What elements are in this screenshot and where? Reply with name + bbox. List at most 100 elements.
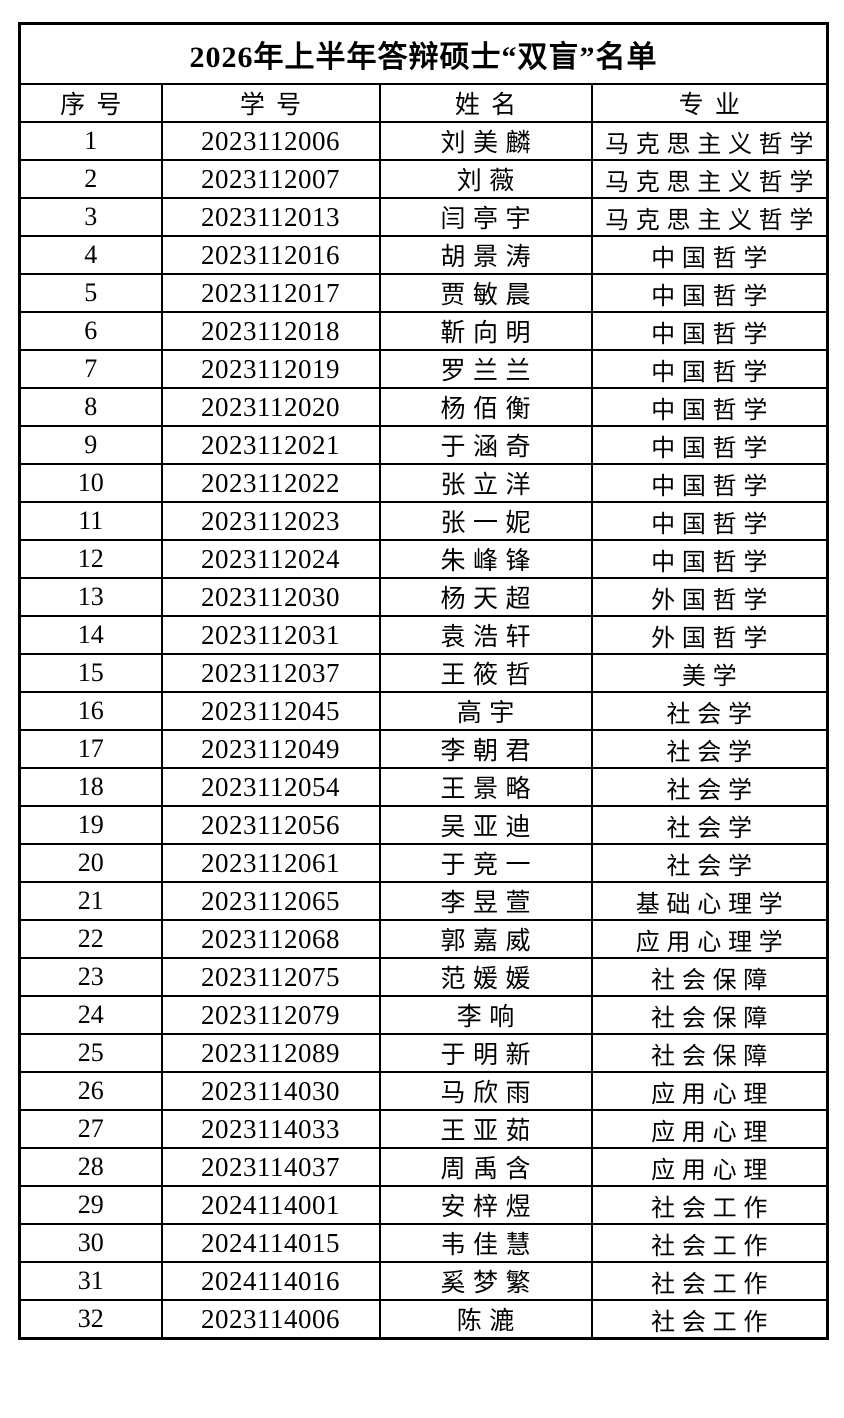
cell-name: 闫亭宇	[378, 197, 593, 237]
table-row: 15 2023112037 王筱哲 美学	[18, 653, 829, 693]
cell-student-id: 2023112020	[160, 387, 381, 427]
cell-major: 中国哲学	[590, 349, 829, 389]
cell-no: 25	[18, 1033, 163, 1073]
cell-major: 中国哲学	[590, 539, 829, 579]
cell-major: 社会保障	[590, 957, 829, 997]
cell-student-id: 2023112045	[160, 691, 381, 731]
table-row: 18 2023112054 王景略 社会学	[18, 767, 829, 807]
cell-no: 23	[18, 957, 163, 997]
table-row: 13 2023112030 杨天超 外国哲学	[18, 577, 829, 617]
cell-student-id: 2023112018	[160, 311, 381, 351]
cell-student-id: 2023112016	[160, 235, 381, 275]
cell-major: 马克思主义哲学	[590, 197, 829, 237]
cell-student-id: 2023114030	[160, 1071, 381, 1111]
cell-no: 1	[18, 121, 163, 161]
cell-name: 罗兰兰	[378, 349, 593, 389]
cell-student-id: 2023112049	[160, 729, 381, 769]
cell-no: 11	[18, 501, 163, 541]
cell-name: 胡景涛	[378, 235, 593, 275]
cell-name: 李响	[378, 995, 593, 1035]
cell-name: 朱峰锋	[378, 539, 593, 579]
cell-no: 18	[18, 767, 163, 807]
column-header-major: 专业	[590, 83, 829, 123]
cell-name: 于竞一	[378, 843, 593, 883]
cell-no: 8	[18, 387, 163, 427]
table-row: 5 2023112017 贾敏晨 中国哲学	[18, 273, 829, 313]
table-row: 9 2023112021 于涵奇 中国哲学	[18, 425, 829, 465]
cell-name: 王景略	[378, 767, 593, 807]
cell-student-id: 2023112075	[160, 957, 381, 997]
table-row: 3 2023112013 闫亭宇 马克思主义哲学	[18, 197, 829, 237]
cell-major: 美学	[590, 653, 829, 693]
table-row: 6 2023112018 靳向明 中国哲学	[18, 311, 829, 351]
cell-student-id: 2023112037	[160, 653, 381, 693]
cell-no: 30	[18, 1223, 163, 1263]
cell-no: 31	[18, 1261, 163, 1301]
cell-no: 5	[18, 273, 163, 313]
page-title: 2026年上半年答辩硕士“双盲”名单	[18, 22, 829, 85]
table-row: 23 2023112075 范媛媛 社会保障	[18, 957, 829, 997]
table-row: 10 2023112022 张立洋 中国哲学	[18, 463, 829, 503]
cell-name: 吴亚迪	[378, 805, 593, 845]
cell-no: 22	[18, 919, 163, 959]
cell-no: 32	[18, 1299, 163, 1340]
cell-major: 社会工作	[590, 1261, 829, 1301]
title-row: 2026年上半年答辩硕士“双盲”名单	[18, 22, 829, 85]
cell-student-id: 2023112079	[160, 995, 381, 1035]
cell-major: 社会学	[590, 843, 829, 883]
cell-student-id: 2023112006	[160, 121, 381, 161]
cell-no: 10	[18, 463, 163, 503]
cell-student-id: 2023112068	[160, 919, 381, 959]
cell-no: 13	[18, 577, 163, 617]
cell-no: 4	[18, 235, 163, 275]
table-row: 16 2023112045 高宇 社会学	[18, 691, 829, 731]
cell-major: 社会学	[590, 767, 829, 807]
cell-student-id: 2024114015	[160, 1223, 381, 1263]
cell-no: 29	[18, 1185, 163, 1225]
cell-student-id: 2023112031	[160, 615, 381, 655]
cell-name: 安梓煜	[378, 1185, 593, 1225]
cell-name: 王亚茹	[378, 1109, 593, 1149]
cell-name: 周禹含	[378, 1147, 593, 1187]
cell-no: 28	[18, 1147, 163, 1187]
cell-student-id: 2023112021	[160, 425, 381, 465]
cell-no: 9	[18, 425, 163, 465]
table-row: 24 2023112079 李响 社会保障	[18, 995, 829, 1035]
cell-name: 贾敏晨	[378, 273, 593, 313]
table-row: 19 2023112056 吴亚迪 社会学	[18, 805, 829, 845]
table-row: 2 2023112007 刘薇 马克思主义哲学	[18, 159, 829, 199]
cell-major: 马克思主义哲学	[590, 121, 829, 161]
cell-student-id: 2023112019	[160, 349, 381, 389]
header-row: 序号 学号 姓名 专业	[18, 83, 829, 123]
table-row: 22 2023112068 郭嘉威 应用心理学	[18, 919, 829, 959]
cell-major: 中国哲学	[590, 463, 829, 503]
table-row: 1 2023112006 刘美麟 马克思主义哲学	[18, 121, 829, 161]
table-row: 25 2023112089 于明新 社会保障	[18, 1033, 829, 1073]
cell-name: 杨佰衡	[378, 387, 593, 427]
cell-major: 中国哲学	[590, 235, 829, 275]
cell-name: 范媛媛	[378, 957, 593, 997]
table-row: 7 2023112019 罗兰兰 中国哲学	[18, 349, 829, 389]
cell-name: 刘薇	[378, 159, 593, 199]
cell-name: 杨天超	[378, 577, 593, 617]
cell-student-id: 2023112007	[160, 159, 381, 199]
cell-student-id: 2023112065	[160, 881, 381, 921]
cell-student-id: 2023112061	[160, 843, 381, 883]
cell-major: 社会保障	[590, 995, 829, 1035]
table-row: 32 2023114006 陈漉 社会工作	[18, 1299, 829, 1340]
cell-student-id: 2023112023	[160, 501, 381, 541]
table-row: 12 2023112024 朱峰锋 中国哲学	[18, 539, 829, 579]
cell-name: 王筱哲	[378, 653, 593, 693]
cell-no: 14	[18, 615, 163, 655]
cell-no: 17	[18, 729, 163, 769]
cell-major: 中国哲学	[590, 311, 829, 351]
cell-name: 奚梦繁	[378, 1261, 593, 1301]
cell-name: 陈漉	[378, 1299, 593, 1340]
cell-name: 刘美麟	[378, 121, 593, 161]
cell-major: 应用心理	[590, 1109, 829, 1149]
cell-major: 马克思主义哲学	[590, 159, 829, 199]
cell-major: 应用心理学	[590, 919, 829, 959]
cell-no: 19	[18, 805, 163, 845]
cell-no: 7	[18, 349, 163, 389]
table-row: 20 2023112061 于竞一 社会学	[18, 843, 829, 883]
